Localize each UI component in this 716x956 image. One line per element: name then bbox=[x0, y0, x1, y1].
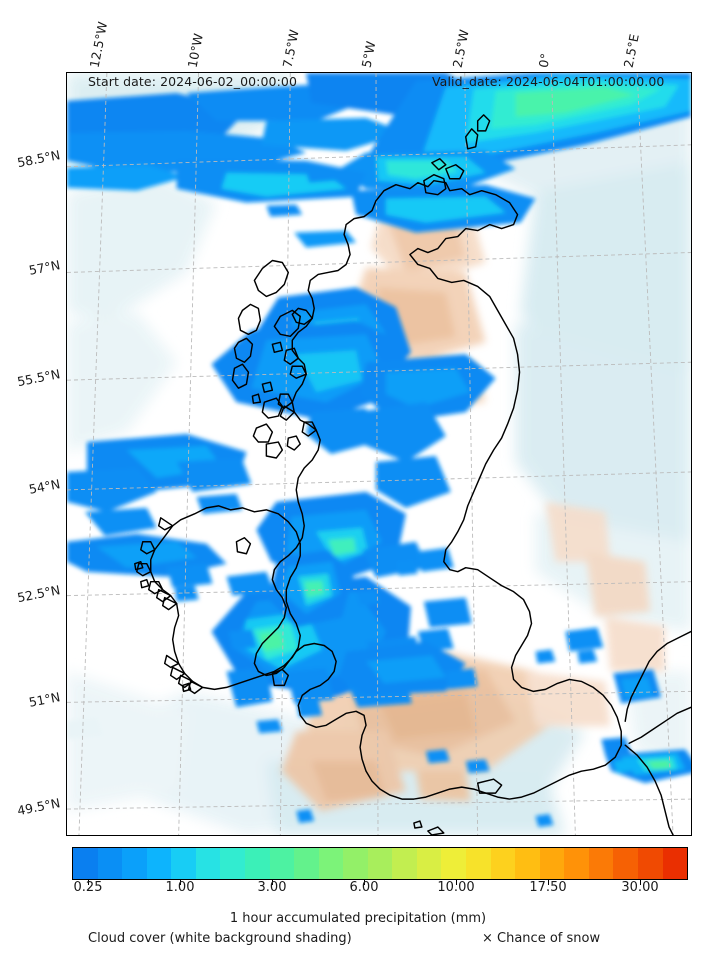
colorbar-tick bbox=[364, 880, 365, 885]
colorbar-swatch bbox=[122, 848, 147, 879]
colorbar-tick-label: 3.00 bbox=[257, 880, 287, 895]
colorbar-swatch bbox=[588, 848, 614, 879]
colorbar-title: 1 hour accumulated precipitation (mm) bbox=[229, 911, 487, 926]
colorbar-tick bbox=[548, 880, 549, 885]
colorbar-swatch bbox=[515, 848, 540, 879]
colorbar-tick-label: 0.25 bbox=[73, 880, 103, 895]
longitude-tick-label: 10°W bbox=[184, 32, 206, 69]
colorbar-tick-label: 6.00 bbox=[349, 880, 379, 895]
map-gridlines bbox=[67, 73, 691, 835]
colorbar-swatch bbox=[294, 848, 319, 879]
colorbar-swatch bbox=[441, 848, 466, 879]
coastlines bbox=[134, 114, 691, 835]
colorbar-swatch bbox=[171, 848, 196, 879]
colorbar-tick bbox=[180, 880, 181, 885]
colorbar-tick-label: 1.00 bbox=[165, 880, 195, 895]
colorbar-swatch bbox=[416, 848, 442, 879]
colorbar-swatch bbox=[146, 848, 172, 879]
colorbar-swatch bbox=[637, 848, 663, 879]
colorbar-swatch bbox=[392, 848, 417, 879]
colorbar-swatch bbox=[466, 848, 491, 879]
longitude-tick-label: 7.5°W bbox=[279, 28, 302, 69]
longitude-tick-label: 0° bbox=[535, 52, 554, 69]
colorbar-swatch bbox=[97, 848, 123, 879]
latitude-tick-label: 54°N bbox=[27, 476, 62, 497]
colorbar-swatch bbox=[343, 848, 368, 879]
colorbar-tick-label: 17.50 bbox=[529, 880, 567, 895]
colorbar-gradient bbox=[72, 847, 688, 880]
colorbar-swatch bbox=[662, 848, 688, 879]
latitude-tick-label: 51°N bbox=[27, 689, 62, 710]
colorbar-tick-labels: 0.25 1.00 3.00 6.00 10.00 17.50 30.00 bbox=[0, 880, 716, 898]
colorbar-swatch bbox=[564, 848, 589, 879]
latitude-tick-label: 55.5°N bbox=[15, 366, 62, 390]
colorbar-swatch bbox=[490, 848, 516, 879]
colorbar[interactable] bbox=[72, 847, 688, 885]
colorbar-swatch bbox=[244, 848, 270, 879]
latitude-tick-label: 49.5°N bbox=[15, 795, 62, 819]
colorbar-swatch bbox=[613, 848, 638, 879]
precipitation-field bbox=[67, 73, 691, 828]
great-britain-coast bbox=[253, 179, 622, 800]
colorbar-swatch bbox=[539, 848, 565, 879]
colorbar-tick bbox=[88, 880, 89, 885]
colorbar-tick bbox=[456, 880, 457, 885]
colorbar-swatch bbox=[269, 848, 295, 879]
colorbar-swatch bbox=[220, 848, 245, 879]
weather-map[interactable] bbox=[66, 72, 692, 836]
latitude-tick-label: 58.5°N bbox=[15, 147, 62, 171]
latitude-tick-label: 52.5°N bbox=[15, 582, 62, 606]
colorbar-tick bbox=[272, 880, 273, 885]
map-canvas bbox=[67, 73, 691, 835]
colorbar-tick-label: 10.00 bbox=[437, 880, 475, 895]
longitude-tick-label: 12.5°W bbox=[86, 20, 111, 69]
chance-of-snow-caption: × Chance of snow bbox=[482, 931, 601, 946]
latitude-tick-label: 57°N bbox=[27, 257, 62, 278]
cloud-cover-caption: Cloud cover (white background shading) bbox=[88, 931, 352, 946]
longitude-tick-label: 2.5°W bbox=[449, 28, 472, 69]
longitude-tick-label: 2.5°E bbox=[620, 32, 642, 69]
ireland-coast bbox=[150, 505, 301, 691]
colorbar-swatch bbox=[195, 848, 221, 879]
continental-coast bbox=[624, 744, 674, 835]
start-date-label: Start date: 2024-06-02_00:00:00 bbox=[88, 74, 298, 89]
colorbar-ticks bbox=[72, 880, 688, 886]
colorbar-swatch bbox=[73, 848, 98, 879]
colorbar-tick-label: 30.00 bbox=[621, 880, 659, 895]
colorbar-swatch bbox=[367, 848, 393, 879]
longitude-tick-label: 5°W bbox=[358, 39, 379, 69]
valid-date-label: Valid_date: 2024-06-04T01:00:00.00 bbox=[432, 74, 665, 89]
colorbar-swatch bbox=[318, 848, 344, 879]
colorbar-tick bbox=[640, 880, 641, 885]
